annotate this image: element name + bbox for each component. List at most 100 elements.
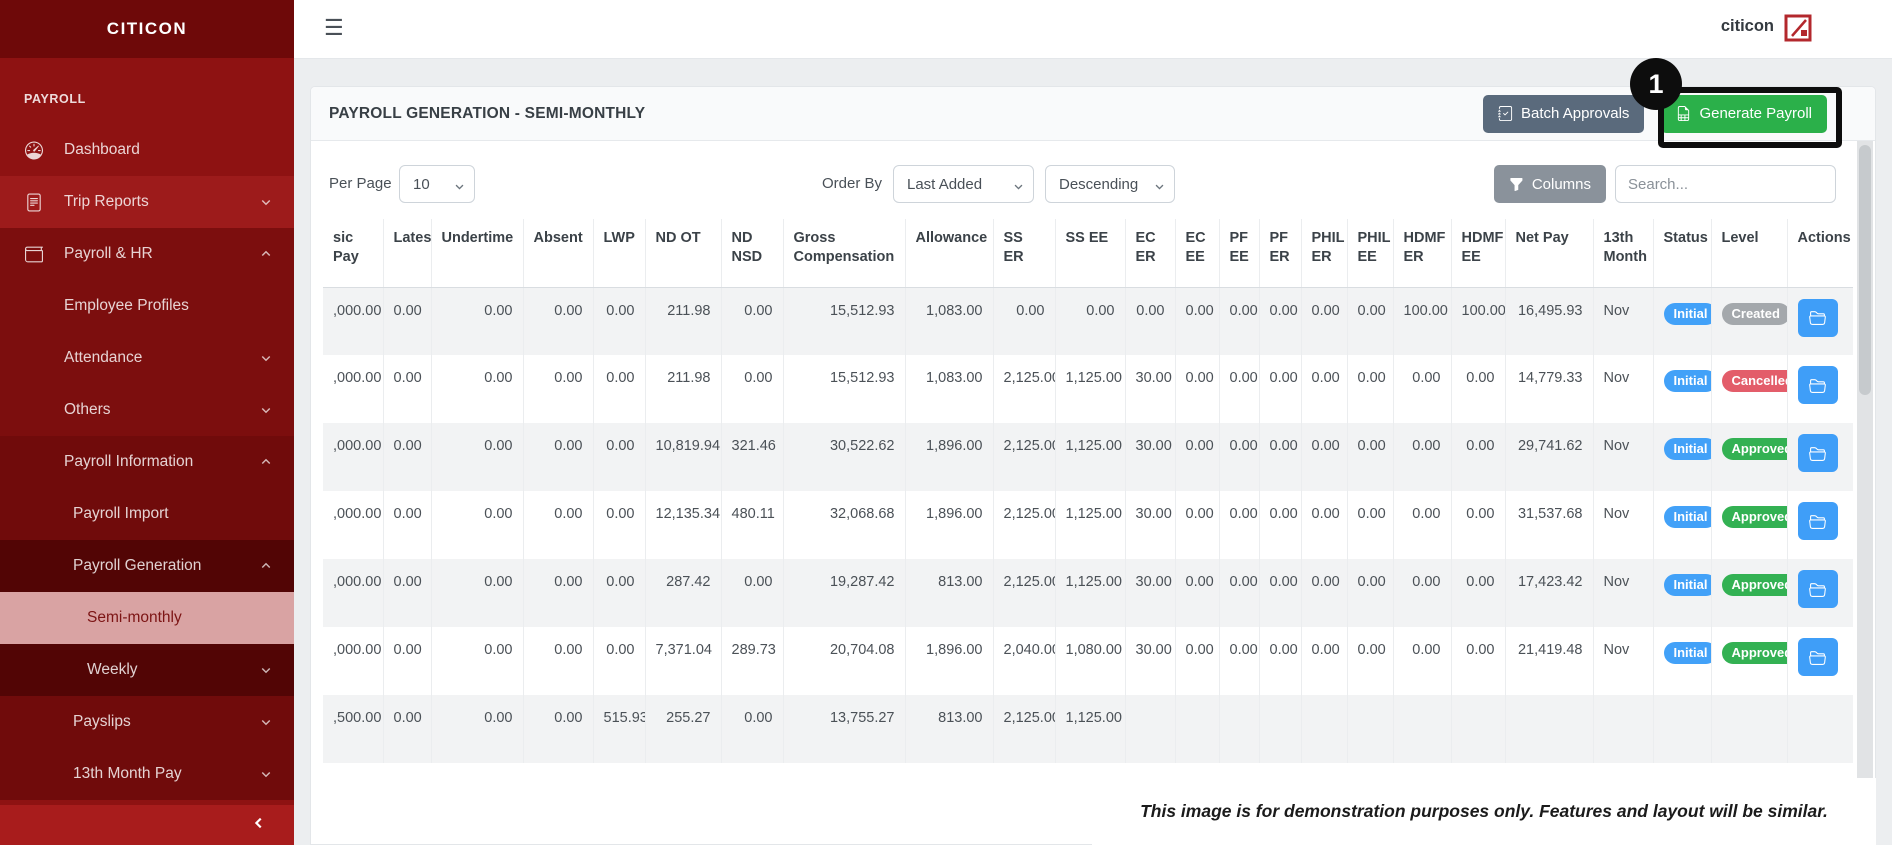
cell-sic-pay: ,000.00 — [323, 627, 384, 695]
cell-lates: 0.00 — [383, 695, 432, 763]
folder-open-icon — [1809, 378, 1826, 393]
view-payroll-button[interactable] — [1797, 570, 1838, 608]
cell-absent: 0.00 — [523, 355, 594, 423]
cell-13th-month: Nov — [1593, 423, 1654, 491]
cell-ec-ee: 0.00 — [1175, 287, 1220, 355]
column-header-undertime: Undertime — [431, 219, 524, 288]
chevron-down-icon — [1154, 179, 1165, 196]
hamburger-menu-icon[interactable]: ☰ — [324, 15, 344, 40]
chevron-down-icon — [260, 664, 272, 676]
chevron-down-icon — [260, 716, 272, 728]
level-badge: Approved — [1721, 574, 1786, 596]
folder-open-icon — [1809, 514, 1826, 529]
sidebar-item-payroll-import[interactable]: Payroll Import — [0, 488, 294, 540]
view-payroll-button[interactable] — [1797, 638, 1838, 676]
cell-gross-compensation: 15,512.93 — [783, 355, 906, 423]
sidebar-item-payroll-information[interactable]: Payroll Information — [0, 436, 294, 488]
column-header-status: Status — [1653, 219, 1712, 288]
level-badge: Approved — [1721, 642, 1786, 664]
sidebar-item-label: Payroll Information — [64, 453, 194, 470]
scrollbar-thumb[interactable] — [1859, 145, 1871, 395]
column-header-absent: Absent — [523, 219, 594, 288]
cell-phil-ee: 0.00 — [1347, 355, 1394, 423]
folder-open-icon — [1809, 446, 1826, 461]
table-row: ,500.00 0.00 0.00 0.00 515.93 255.27 0.00 13,75… — [323, 695, 1853, 763]
view-payroll-button[interactable] — [1797, 434, 1838, 472]
column-header-allowance: Allowance — [905, 219, 994, 288]
per-page-select[interactable]: 10 — [399, 165, 475, 203]
columns-button[interactable]: Columns — [1494, 165, 1606, 203]
chevron-down-icon — [260, 196, 272, 208]
sidebar-item-label: Attendance — [64, 349, 143, 366]
batch-approvals-button[interactable]: Batch Approvals — [1483, 94, 1645, 133]
cell-ss-ee: 0.00 — [1055, 287, 1126, 355]
cell-ss-er: 2,125.00 — [993, 423, 1056, 491]
table-row: ,000.00 0.00 0.00 0.00 0.00 287.42 0.00 19,287.… — [323, 559, 1853, 627]
cell-actions — [1787, 355, 1853, 423]
sidebar-collapse-button[interactable] — [0, 805, 294, 845]
cell-hdmf-er: 100.00 — [1393, 287, 1452, 355]
cell-13th-month: Nov — [1593, 491, 1654, 559]
sidebar-item-payroll-hr[interactable]: Payroll & HR — [0, 228, 294, 280]
cell-net-pay: 14,779.33 — [1505, 355, 1594, 423]
column-header-phil-ee: PHIL EE — [1347, 219, 1394, 288]
cell-lwp: 0.00 — [593, 355, 646, 423]
column-header-nd-ot: ND OT — [645, 219, 722, 288]
sidebar-item-semi-monthly[interactable]: Semi-monthly — [0, 592, 294, 644]
chevron-up-icon — [260, 456, 272, 468]
cell-level: Approved — [1711, 491, 1788, 559]
cell-phil-er: 0.00 — [1301, 355, 1348, 423]
cell-phil-ee — [1347, 695, 1394, 763]
cell-ec-ee: 0.00 — [1175, 627, 1220, 695]
generate-payroll-button[interactable]: Generate Payroll — [1661, 94, 1827, 133]
cell-gross-compensation: 13,755.27 — [783, 695, 906, 763]
cell-phil-ee: 0.00 — [1347, 627, 1394, 695]
table-row: ,000.00 0.00 0.00 0.00 0.00 211.98 0.00 15,512.… — [323, 287, 1853, 355]
cell-nd-ot: 287.42 — [645, 559, 722, 627]
sidebar-item-employee-profiles[interactable]: Employee Profiles — [0, 280, 294, 332]
sidebar-item-attendance[interactable]: Attendance — [0, 332, 294, 384]
cell-level: Approved — [1711, 423, 1788, 491]
payroll-table-scroll-area[interactable]: sic Pay Lates Undertime Absent LWP ND OT ND NSD… — [323, 219, 1859, 844]
cell-undertime: 0.00 — [431, 491, 524, 559]
sidebar-item-payslips[interactable]: Payslips — [0, 696, 294, 748]
search-input[interactable] — [1615, 165, 1836, 203]
cell-ec-er: 30.00 — [1125, 559, 1176, 627]
column-header-hdmf-er: HDMF ER — [1393, 219, 1452, 288]
cell-ec-er: 30.00 — [1125, 491, 1176, 559]
sidebar-item-dashboard[interactable]: Dashboard — [0, 124, 294, 176]
funnel-icon — [1510, 177, 1523, 191]
view-payroll-button[interactable] — [1797, 366, 1838, 404]
cell-actions — [1787, 695, 1853, 763]
cell-nd-nsd: 0.00 — [721, 695, 784, 763]
view-payroll-button[interactable] — [1797, 298, 1838, 337]
vertical-scrollbar[interactable] — [1857, 141, 1873, 844]
cell-level: Approved — [1711, 627, 1788, 695]
cell-lates: 0.00 — [383, 627, 432, 695]
cell-level: Approved — [1711, 559, 1788, 627]
cell-pf-er: 0.00 — [1259, 355, 1302, 423]
cell-13th-month — [1593, 695, 1654, 763]
cell-13th-month: Nov — [1593, 355, 1654, 423]
order-direction-select[interactable]: Descending — [1045, 165, 1175, 203]
chevron-down-icon — [454, 179, 465, 196]
sidebar-item-trip-reports[interactable]: Trip Reports — [0, 176, 294, 228]
cell-nd-nsd: 321.46 — [721, 423, 784, 491]
column-header-actions: Actions — [1787, 219, 1853, 288]
sidebar-item-payroll-generation[interactable]: Payroll Generation — [0, 540, 294, 592]
cell-hdmf-er: 0.00 — [1393, 627, 1452, 695]
cell-allowance: 1,083.00 — [905, 287, 994, 355]
view-payroll-button[interactable] — [1797, 502, 1838, 540]
cell-net-pay: 21,419.48 — [1505, 627, 1594, 695]
cell-lates: 0.00 — [383, 355, 432, 423]
sidebar-item-others[interactable]: Others — [0, 384, 294, 436]
status-badge: Initial — [1663, 506, 1710, 528]
cell-hdmf-er: 0.00 — [1393, 423, 1452, 491]
page-title: PAYROLL GENERATION - SEMI-MONTHLY — [329, 104, 646, 122]
sidebar-item-weekly[interactable]: Weekly — [0, 644, 294, 696]
cell-lates: 0.00 — [383, 491, 432, 559]
column-header-ec-er: EC ER — [1125, 219, 1176, 288]
order-by-select[interactable]: Last Added — [893, 165, 1034, 203]
sidebar-item-13th-month-pay[interactable]: 13th Month Pay — [0, 748, 294, 800]
